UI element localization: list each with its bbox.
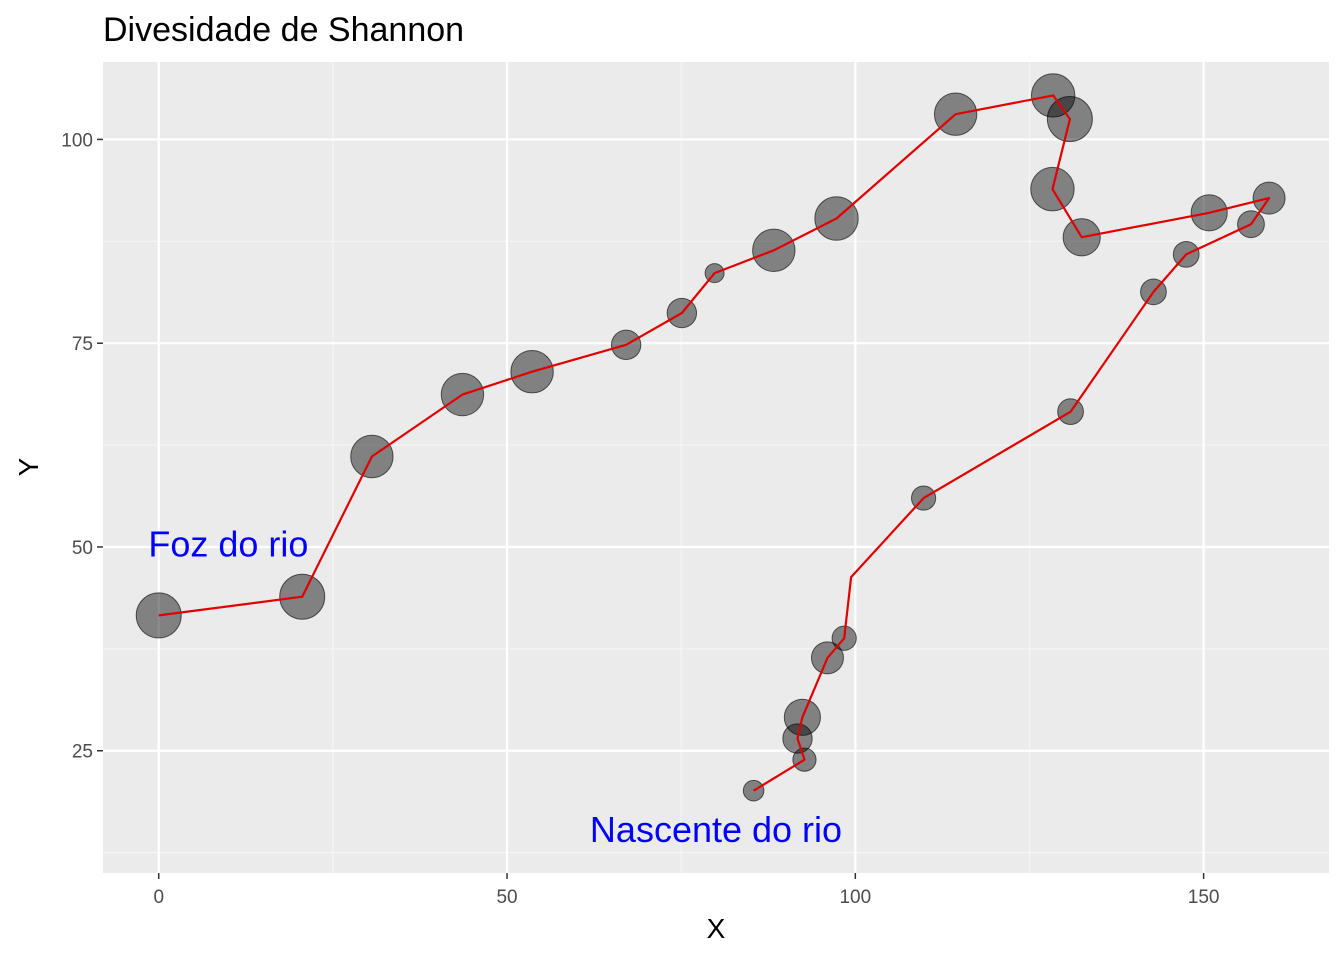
x-tick-label: 0 [153,887,164,908]
annotation-label: Nascente do rio [590,809,842,850]
y-tick-label: 50 [72,538,93,559]
x-axis-title: X [707,913,726,944]
river-path-line [158,94,1271,792]
annotation-layer: Foz do rio Nascente do rio [148,523,842,849]
y-tick-label: 25 [72,742,93,763]
y-tick-label: 100 [61,130,93,151]
x-tick-label: 150 [1188,887,1220,908]
plot-panel [103,62,1329,873]
y-tick-label: 75 [72,334,93,355]
x-tick-label: 50 [496,887,517,908]
chart-title: Divesidade de Shannon [103,11,464,49]
major-gridlines [103,62,1329,873]
annotation-label: Foz do rio [148,523,308,564]
x-axis: 0 50 100 150 [153,873,1219,908]
x-tick-label: 100 [839,887,871,908]
minor-gridlines [103,62,1329,873]
y-axis-title: Y [13,457,44,476]
y-axis: 25 50 75 100 [61,130,103,763]
